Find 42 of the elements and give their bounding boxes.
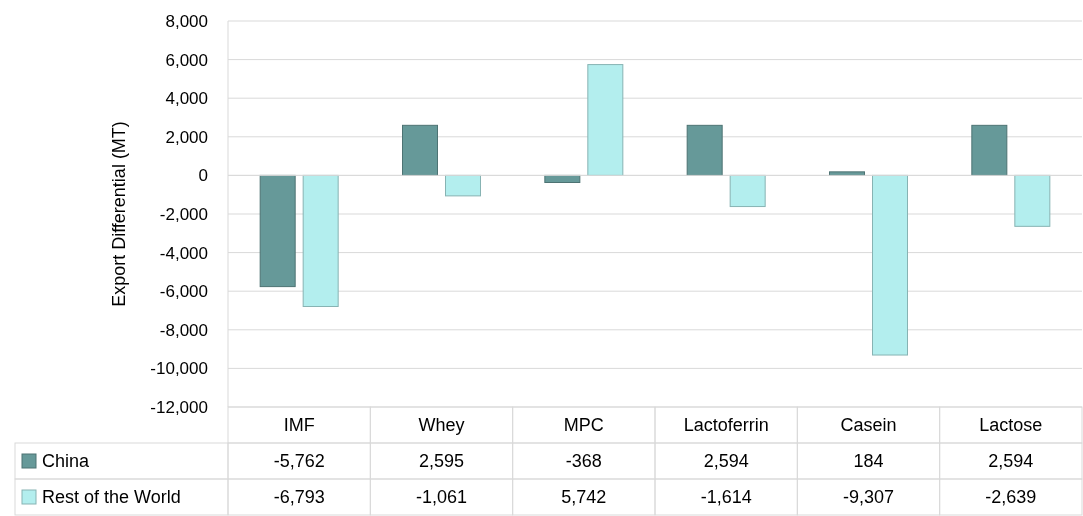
y-tick-label: 0 bbox=[198, 166, 208, 186]
data-label: 5,742 bbox=[561, 487, 607, 508]
x-tick-label: Lactose bbox=[979, 415, 1043, 436]
x-tick-label: IMF bbox=[283, 415, 315, 436]
data-label: -1,061 bbox=[415, 487, 468, 508]
bar bbox=[686, 124, 723, 176]
y-tick-label: -6,000 bbox=[159, 282, 208, 302]
bar bbox=[1014, 174, 1051, 227]
y-tick-label: -10,000 bbox=[150, 359, 208, 379]
y-tick-label: -2,000 bbox=[159, 204, 208, 224]
x-tick-label: Lactoferrin bbox=[683, 415, 769, 436]
y-tick-label: 8,000 bbox=[165, 11, 208, 31]
x-tick-label: Casein bbox=[840, 415, 897, 436]
bar bbox=[445, 174, 481, 197]
y-tick-label: -4,000 bbox=[159, 243, 208, 263]
bar bbox=[587, 64, 624, 176]
data-label: 2,594 bbox=[703, 451, 749, 472]
legend-label: China bbox=[42, 451, 91, 472]
data-label: 184 bbox=[853, 451, 884, 472]
y-axis-title: Export Differential (MT) bbox=[109, 121, 129, 307]
data-label: 2,594 bbox=[988, 451, 1034, 472]
data-label: -6,793 bbox=[273, 487, 325, 508]
bar bbox=[259, 174, 296, 288]
bar bbox=[872, 174, 908, 356]
x-tick-label: MPC bbox=[563, 415, 604, 436]
data-label: -368 bbox=[565, 451, 602, 472]
data-label: -9,307 bbox=[842, 487, 895, 508]
y-tick-label: 6,000 bbox=[165, 50, 208, 70]
x-tick-label: Whey bbox=[418, 415, 465, 436]
data-label: -2,639 bbox=[985, 487, 1037, 508]
data-label: -1,614 bbox=[700, 487, 752, 508]
data-label: 2,595 bbox=[418, 451, 465, 472]
y-tick-label: -8,000 bbox=[159, 320, 208, 340]
data-label: -5,762 bbox=[273, 451, 325, 472]
y-tick-label: 2,000 bbox=[165, 127, 208, 147]
y-tick-label: -12,000 bbox=[150, 397, 208, 417]
bar bbox=[729, 174, 766, 208]
bar bbox=[302, 174, 339, 308]
y-tick-label: 4,000 bbox=[165, 89, 208, 109]
legend-label: Rest of the World bbox=[42, 487, 181, 508]
bar bbox=[402, 124, 438, 176]
bar bbox=[971, 124, 1008, 176]
